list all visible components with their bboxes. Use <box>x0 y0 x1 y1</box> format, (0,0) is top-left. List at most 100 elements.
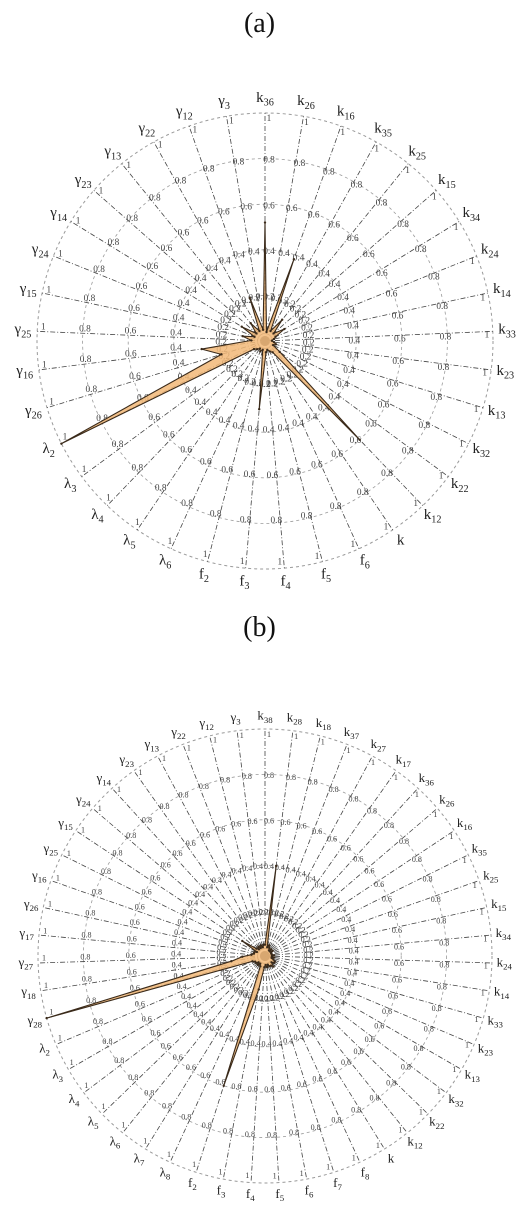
data-point <box>266 945 269 949</box>
data-point <box>257 945 260 948</box>
tick-label: 1 <box>187 743 191 752</box>
tick-label: 0.4 <box>171 950 181 959</box>
tick-label: 0.6 <box>286 204 298 214</box>
tick-label: 1 <box>452 1065 456 1074</box>
axis-label: k12 <box>424 507 442 526</box>
tick-label: 0.2 <box>286 370 298 380</box>
tick-label: 0.8 <box>112 440 124 450</box>
tick-label: 0.2 <box>296 976 306 985</box>
tick-label: 0.2 <box>264 907 274 916</box>
tick-label: 1 <box>350 540 355 550</box>
data-point <box>272 332 275 335</box>
tick-label: 1 <box>126 161 131 171</box>
tick-label: 1 <box>376 1141 380 1150</box>
tick-label: 0.6 <box>161 1041 171 1050</box>
tick-label: 0.2 <box>226 924 236 933</box>
data-point <box>263 221 267 224</box>
axis-spoke <box>136 340 266 531</box>
tick-label: 0.2 <box>256 292 268 302</box>
tick-label: 0.6 <box>263 201 275 211</box>
tick-label: 0.4 <box>229 1034 239 1043</box>
data-point <box>222 1084 225 1087</box>
tick-label: 1 <box>267 114 272 124</box>
axis-spoke <box>182 744 266 957</box>
data-point <box>241 334 244 338</box>
data-point <box>280 318 284 321</box>
tick-label: 0.2 <box>292 980 302 989</box>
data-point <box>272 965 275 968</box>
data-point <box>272 337 276 341</box>
tick-label: 0.6 <box>128 304 140 314</box>
tick-label: 0.8 <box>181 499 193 509</box>
axis-label: f6 <box>305 1182 314 1199</box>
tick-label: 0.2 <box>300 353 312 363</box>
axis-spoke <box>153 141 266 342</box>
axis-spoke <box>264 808 438 957</box>
axis-spoke <box>264 163 409 342</box>
tick-label: 0.8 <box>294 159 306 169</box>
axis-spoke <box>42 292 266 342</box>
tick-label: 0.8 <box>351 181 363 191</box>
axis-label: γ17 <box>18 925 34 942</box>
tick-label: 0.2 <box>230 920 240 929</box>
tick-label: 0.2 <box>279 990 289 999</box>
data-point <box>264 351 268 354</box>
data-point <box>261 328 265 331</box>
tick-label: 0.8 <box>92 887 102 896</box>
tick-label: 0.6 <box>186 1063 196 1072</box>
data-point <box>270 961 273 964</box>
tick-label: 0.2 <box>238 374 250 384</box>
tick-label: 0.8 <box>386 1079 396 1088</box>
tick-label: 0.4 <box>321 1016 331 1025</box>
tick-label: 1 <box>139 768 143 777</box>
tick-label: 1 <box>326 1163 330 1172</box>
tick-label: 0.4 <box>263 247 275 257</box>
tick-label: 0.4 <box>349 947 359 956</box>
tick-label: 0.4 <box>201 1018 211 1027</box>
axis-label: γ16 <box>31 867 47 884</box>
axis-spoke <box>264 934 492 957</box>
data-point <box>264 963 267 967</box>
tick-label: 0.8 <box>108 238 120 248</box>
axis-label: k27 <box>371 736 387 753</box>
tick-label: 0.2 <box>280 375 292 385</box>
tick-label: 0.8 <box>181 1112 191 1121</box>
tick-label: 0.6 <box>297 822 307 831</box>
tick-label: 0.4 <box>344 979 354 988</box>
tick-label: 0.2 <box>222 359 234 369</box>
axis-label: λ4 <box>91 507 103 526</box>
tick-label: 0.4 <box>173 358 185 368</box>
axis-label: γ25 <box>42 840 58 857</box>
axis-spoke <box>43 907 266 957</box>
tick-label: 0.6 <box>392 975 402 984</box>
data-point <box>257 948 261 951</box>
axis-spoke <box>170 340 266 549</box>
tick-label: 0.2 <box>217 959 227 968</box>
tick-label: 1 <box>42 954 46 963</box>
axis-spoke <box>264 955 462 1070</box>
axis-label: k18 <box>316 715 332 732</box>
tick-label: 1 <box>315 552 320 562</box>
tick-label: 0.2 <box>215 338 227 348</box>
tick-label: 0.4 <box>343 307 355 317</box>
data-point <box>257 961 260 964</box>
tick-label: 0.6 <box>200 831 210 840</box>
data-point <box>259 962 262 965</box>
tick-label: 0.4 <box>170 328 182 338</box>
tick-label: 0.2 <box>243 911 253 920</box>
tick-label: 0.8 <box>437 982 447 991</box>
tick-label: 0.2 <box>298 971 308 980</box>
axis-label: γ12 <box>198 715 214 732</box>
tick-label: 0.8 <box>131 464 143 474</box>
tick-label: 1 <box>192 125 197 135</box>
axis-label: γ3 <box>217 94 230 113</box>
tick-label: 0.4 <box>210 1024 220 1033</box>
axis-label: λ3 <box>64 476 76 495</box>
tick-label: 0.6 <box>197 217 209 227</box>
tick-label: 0.8 <box>348 795 358 804</box>
tick-label: 0.2 <box>259 907 269 916</box>
tick-label: 0.4 <box>232 867 242 876</box>
axis-label: k36 <box>256 90 274 109</box>
tick-label: 1 <box>82 465 87 475</box>
tick-label: 0.6 <box>363 250 375 260</box>
